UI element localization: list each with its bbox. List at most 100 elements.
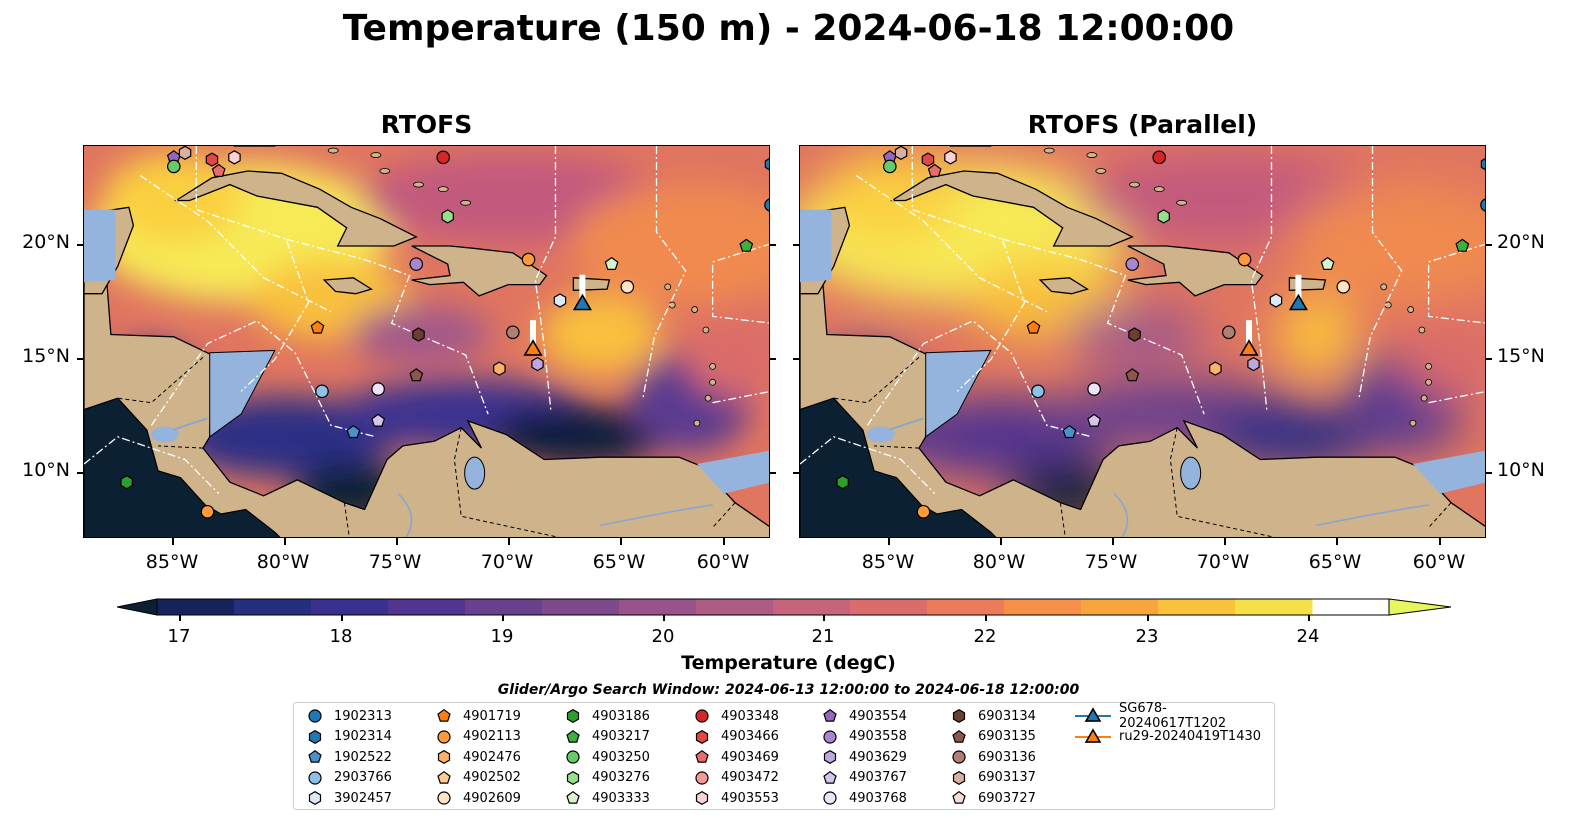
legend-label: 4902113: [463, 729, 521, 745]
legend-item: 2903766: [304, 768, 392, 788]
eez-boundary: [1001, 238, 1205, 415]
axis-tick: [77, 472, 83, 474]
map-panel-rtofs[interactable]: [83, 145, 770, 538]
pentagon-icon: [952, 791, 966, 805]
argo-float-marker: [346, 424, 361, 439]
legend-item: 6903135: [948, 727, 1036, 747]
hexagon-icon: [695, 729, 709, 744]
eez-boundary: [1250, 146, 1273, 412]
glider-track: [579, 274, 586, 299]
lat-label-left-10: 10°N: [22, 459, 70, 481]
lon-label-60w: 60°W: [1412, 551, 1466, 573]
legend-label: 4903558: [849, 729, 907, 745]
eez-boundary: [855, 174, 1048, 313]
argo-float-marker: [1320, 256, 1335, 271]
axis-tick: [620, 538, 622, 545]
legend-label: 4903553: [721, 790, 779, 806]
eez-boundary: [711, 243, 769, 324]
axis-tick: [770, 472, 776, 474]
axis-tick: [1224, 538, 1226, 545]
colorbar-tick: [823, 615, 825, 621]
colorbar-label: Temperature (degC): [681, 652, 896, 674]
legend-label: 6903727: [978, 790, 1036, 806]
circle-icon: [437, 791, 451, 805]
colorbar-segment: [157, 599, 235, 615]
legend-label: 4903276: [592, 770, 650, 786]
search-window-text: Glider/Argo Search Window: 2024-06-13 12…: [497, 682, 1080, 698]
legend-label: 4903466: [721, 729, 779, 745]
argo-float-marker: [409, 257, 424, 271]
pentagon-icon: [437, 770, 451, 784]
glider-track: [1246, 320, 1253, 345]
eez-boundary: [642, 146, 687, 399]
argo-float-marker: [120, 475, 133, 490]
legend-item: 4903333: [562, 788, 650, 808]
legend: 1902313 1902314 1902522 2903766 3902457 49017…: [293, 701, 1275, 810]
axis-tick: [508, 538, 510, 545]
circle-icon: [823, 791, 837, 805]
colorbar-tick: [179, 615, 181, 621]
colorbar-tick: [502, 615, 504, 621]
pentagon-icon: [566, 791, 580, 805]
colorbar-tick-label: 17: [167, 626, 191, 647]
glider-marker: [1288, 293, 1308, 311]
axis-tick: [770, 244, 776, 246]
legend-item: 1902313: [304, 706, 392, 726]
map-panel-rtofs-parallel[interactable]: [799, 145, 1486, 538]
colorbar-segment: [388, 599, 466, 615]
hexagon-icon: [952, 770, 966, 785]
lon-label-80w: 80°W: [256, 551, 310, 573]
lon-label-80w: 80°W: [972, 551, 1026, 573]
hexagon-icon: [308, 791, 322, 806]
legend-item: 4902113: [433, 727, 521, 747]
legend-label: 4902609: [463, 790, 521, 806]
argo-float-marker: [620, 280, 635, 294]
lon-label-70w: 70°W: [1196, 551, 1250, 573]
argo-float-marker: [764, 158, 769, 171]
colorbar-extend-high: [1388, 598, 1451, 616]
legend-item: 4903554: [819, 706, 907, 726]
argo-float-marker: [205, 152, 219, 167]
colorbar-tick-label: 24: [1296, 626, 1320, 647]
argo-float-marker: [1480, 198, 1485, 212]
legend-item: 4903629: [819, 747, 907, 767]
cuba-land: [173, 170, 418, 247]
argo-float-marker: [167, 159, 181, 174]
legend-label: 4903554: [849, 708, 907, 724]
legend-item: 4903558: [819, 727, 907, 747]
eez-boundary: [150, 320, 377, 438]
triangle-icon: [1084, 727, 1102, 743]
argo-float-marker: [493, 361, 506, 376]
jamaica-land: [1038, 277, 1089, 295]
argo-float-marker: [521, 252, 536, 267]
colorbar-tick: [663, 615, 665, 621]
colorbar-segment: [619, 599, 697, 615]
eez-boundary: [195, 146, 310, 392]
legend-label: ru29-20240419T1430: [1119, 729, 1262, 745]
argo-float-marker: [553, 293, 567, 308]
lat-label-left-20: 20°N: [22, 231, 70, 253]
colorbar-extend-low: [117, 598, 158, 616]
hexagon-icon: [952, 709, 966, 723]
legend-label: 4903472: [721, 770, 779, 786]
argo-float-marker: [1125, 368, 1140, 382]
circle-icon: [308, 771, 322, 785]
argo-float-marker: [739, 238, 754, 252]
eez-boundary: [712, 391, 769, 404]
colorbar-tick-label: 20: [651, 626, 675, 647]
pentagon-icon: [695, 750, 709, 763]
legend-label: 4903186: [592, 708, 650, 724]
legend-label: SG678-20240617T1202: [1119, 701, 1227, 731]
puerto-rico-land: [1288, 277, 1327, 291]
legend-item: 4903250: [562, 747, 650, 767]
colorbar-segment: [1004, 599, 1082, 615]
argo-float-marker: [315, 384, 329, 399]
argo-float-marker: [1222, 325, 1236, 340]
colorbar-segment: [696, 599, 774, 615]
axis-tick: [396, 538, 398, 545]
legend-label: 6903134: [978, 708, 1036, 724]
argo-float-marker: [436, 150, 451, 165]
hexagon-icon: [823, 750, 837, 765]
legend-label: 6903137: [978, 770, 1036, 786]
legend-item: SG678-20240617T1202: [1075, 701, 1274, 731]
